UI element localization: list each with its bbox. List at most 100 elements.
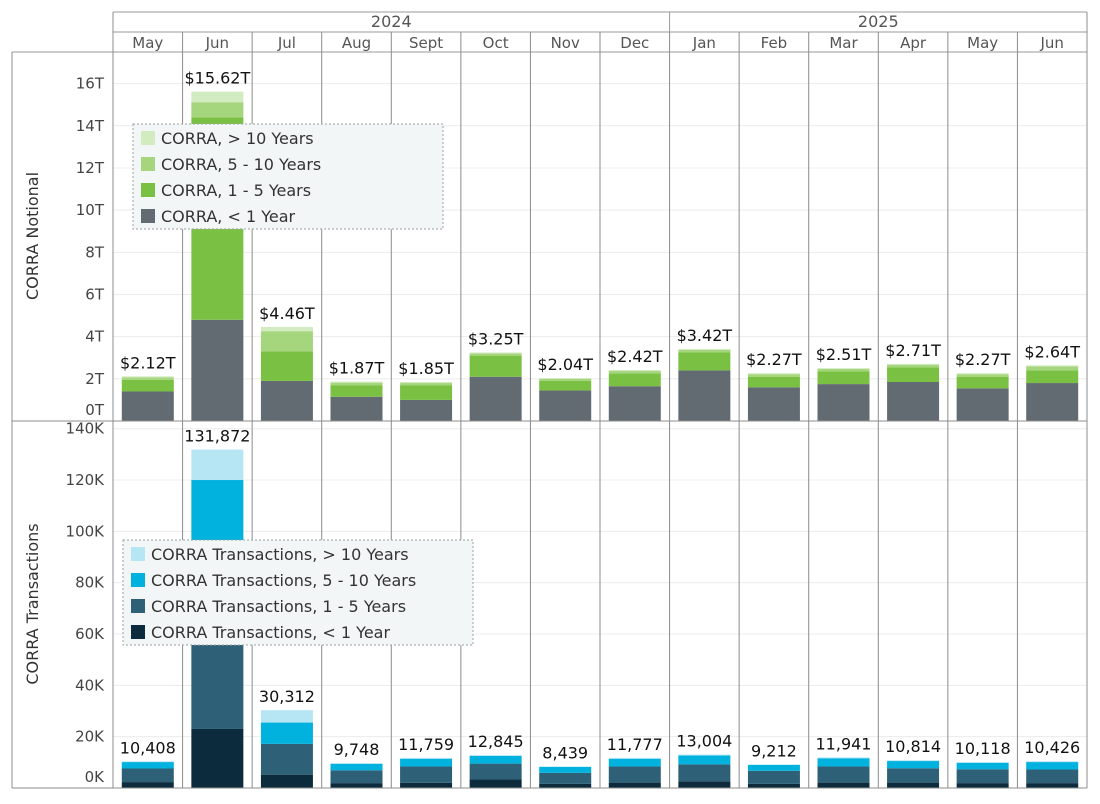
bar-segment-corra-transactions-5-10-years bbox=[1026, 762, 1079, 770]
legend-notional: CORRA, > 10 Years CORRA, 5 - 10 Years CORR… bbox=[132, 123, 444, 230]
legend-transactions: CORRA Transactions, > 10 Years CORRA Tran… bbox=[122, 539, 474, 646]
bar-segment-corra-10-years bbox=[469, 352, 522, 354]
month-header: Jun bbox=[205, 34, 229, 52]
y-tick-label: 20K bbox=[75, 728, 105, 746]
bar-segment-corra-10-years bbox=[956, 373, 1009, 375]
legend-swatch bbox=[141, 157, 155, 171]
y-tick-label: 12T bbox=[76, 159, 105, 177]
month-header: Sept bbox=[409, 34, 443, 52]
legend-swatch bbox=[141, 131, 155, 145]
bar-segment-corra-5-10-years bbox=[817, 368, 870, 372]
bar-segment-corra-transactions-1-year bbox=[887, 782, 940, 788]
bar-segment-corra-1-5-years bbox=[956, 376, 1009, 389]
bar-segment-corra-transactions-1-year bbox=[678, 781, 731, 788]
bar-segment-corra-1-5-years bbox=[121, 379, 174, 392]
data-label-total: 9,748 bbox=[334, 740, 380, 759]
bar-segment-corra-1-5-years bbox=[539, 380, 592, 391]
legend-box bbox=[132, 123, 444, 230]
bar-segment-corra-transactions-10-years bbox=[1026, 761, 1079, 763]
data-label-total: 12,845 bbox=[468, 732, 524, 751]
bar-segment-corra-transactions-10-years bbox=[469, 755, 522, 756]
bar-segment-corra-transactions-1-year bbox=[747, 783, 800, 788]
y-tick-label: 8T bbox=[85, 243, 105, 261]
data-label-total: $4.46T bbox=[259, 304, 315, 323]
bar-segment-corra-1-5-years bbox=[887, 367, 940, 382]
data-label-total: $2.27T bbox=[746, 350, 802, 369]
bar-segment-corra-1-year bbox=[121, 391, 174, 421]
bar-segment-corra-10-years bbox=[260, 326, 313, 332]
bar-segment-corra-transactions-1-5-years bbox=[260, 743, 313, 775]
bar-segment-corra-transactions-5-10-years bbox=[191, 480, 244, 542]
bar-segment-corra-5-10-years bbox=[400, 383, 453, 386]
bar-segment-corra-1-year bbox=[817, 384, 870, 421]
bar-segment-corra-10-years bbox=[400, 381, 453, 384]
bar-segment-corra-transactions-1-year bbox=[330, 783, 383, 788]
bar-segment-corra-transactions-5-10-years bbox=[121, 762, 174, 769]
bar-segment-corra-transactions-5-10-years bbox=[608, 758, 661, 767]
bar-segment-corra-5-10-years bbox=[121, 377, 174, 380]
y-tick-label: 16T bbox=[76, 75, 105, 93]
bar-segment-corra-5-10-years bbox=[747, 374, 800, 377]
bar-segment-corra-transactions-1-year bbox=[817, 782, 870, 788]
data-label-total: 13,004 bbox=[676, 732, 732, 751]
data-label-total: 10,426 bbox=[1024, 738, 1080, 757]
bar-segment-corra-transactions-10-years bbox=[956, 762, 1009, 763]
data-label-total: $15.62T bbox=[184, 69, 250, 88]
bar-segment-corra-transactions-1-5-years bbox=[817, 766, 870, 783]
data-label-total: $2.71T bbox=[885, 341, 941, 360]
bar-segment-corra-10-years bbox=[887, 363, 940, 365]
month-header: May bbox=[967, 34, 998, 52]
legend-swatch bbox=[131, 599, 145, 613]
bar-segment-corra-1-year bbox=[469, 376, 522, 421]
bar-segment-corra-transactions-1-5-years bbox=[678, 764, 731, 782]
bar-segment-corra-5-10-years bbox=[608, 371, 661, 374]
bar-segment-corra-10-years bbox=[608, 369, 661, 372]
bar-segment-corra-transactions-10-years bbox=[400, 757, 453, 759]
bar-segment-corra-transactions-10-years bbox=[121, 761, 174, 763]
data-label-total: $2.64T bbox=[1024, 342, 1080, 361]
legend-swatch bbox=[131, 573, 145, 587]
bar-segment-corra-transactions-10-years bbox=[330, 762, 383, 764]
bar-segment-corra-transactions-1-5-years bbox=[121, 768, 174, 783]
bar-segment-corra-transactions-5-10-years bbox=[747, 764, 800, 771]
bar-segment-corra-transactions-1-year bbox=[121, 782, 174, 788]
bar-segment-corra-10-years bbox=[1026, 365, 1079, 367]
bar-segment-corra-1-5-years bbox=[817, 371, 870, 385]
month-header: May bbox=[132, 34, 163, 52]
bar-segment-corra-transactions-1-5-years bbox=[400, 766, 453, 783]
data-label-total: 10,408 bbox=[120, 738, 176, 757]
y-tick-label: 2T bbox=[85, 370, 105, 388]
y-tick-label: 0T bbox=[85, 401, 105, 419]
data-label-total: 11,941 bbox=[816, 734, 872, 753]
bar-segment-corra-5-10-years bbox=[469, 353, 522, 356]
y-tick-label: 40K bbox=[75, 676, 105, 694]
data-label-total: $2.42T bbox=[607, 347, 663, 366]
month-header: Jan bbox=[692, 34, 716, 52]
legend-entry-label: CORRA, < 1 Year bbox=[161, 207, 296, 226]
data-label-total: $2.12T bbox=[120, 353, 176, 372]
legend-entry-label: CORRA Transactions, 5 - 10 Years bbox=[151, 571, 416, 590]
month-header: Jun bbox=[1039, 34, 1063, 52]
data-label-total: $2.27T bbox=[955, 350, 1011, 369]
bar-segment-corra-1-5-years bbox=[1026, 370, 1079, 384]
bar-segment-corra-1-year bbox=[608, 386, 661, 421]
bar-segment-corra-transactions-10-years bbox=[191, 449, 244, 481]
bar-segment-corra-transactions-10-years bbox=[817, 757, 870, 759]
bar-segment-corra-1-year bbox=[191, 319, 244, 421]
year-header-2025: 2025 bbox=[858, 12, 899, 31]
bar-segment-corra-10-years bbox=[121, 376, 174, 378]
y-axis-title-transactions: CORRA Transactions bbox=[23, 523, 42, 684]
legend-box bbox=[122, 539, 474, 646]
bar-segment-corra-transactions-1-year bbox=[260, 774, 313, 788]
bar-segment-corra-1-5-years bbox=[678, 352, 731, 371]
y-tick-label: 100K bbox=[66, 522, 106, 540]
bar-segment-corra-1-year bbox=[678, 370, 731, 421]
month-header: Aug bbox=[342, 34, 371, 52]
bar-segment-corra-5-10-years bbox=[191, 102, 244, 118]
legend-swatch bbox=[141, 183, 155, 197]
y-tick-label: 60K bbox=[75, 625, 105, 643]
legend-entry-label: CORRA, > 10 Years bbox=[161, 129, 314, 148]
y-tick-label: 140K bbox=[66, 420, 106, 438]
bar-segment-corra-transactions-1-5-years bbox=[330, 770, 383, 784]
